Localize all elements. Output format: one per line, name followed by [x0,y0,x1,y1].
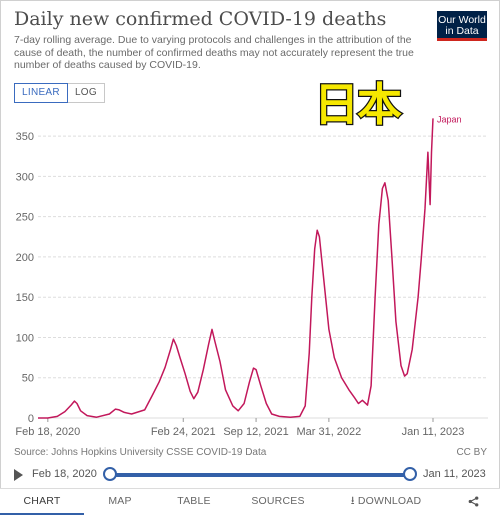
bottom-tabs: CHART MAP TABLE SOURCES ⭳ DOWNLOAD [0,488,500,515]
y-tick-label: 250 [16,212,34,224]
tab-download[interactable]: ⭳ DOWNLOAD [324,489,448,515]
chart-title: Daily new confirmed COVID-19 deaths [14,8,387,30]
x-tick-label: Feb 24, 2021 [151,426,216,438]
scale-toggle: LINEAR LOG [14,83,105,103]
series-label: Japan [437,114,462,124]
linear-scale-button[interactable]: LINEAR [14,83,68,103]
timeline-start-handle[interactable] [103,467,117,481]
owid-logo[interactable]: Our World in Data [437,11,487,41]
x-tick-label: Jan 11, 2023 [402,426,465,438]
play-icon[interactable] [14,469,23,481]
timeline-end-label: Jan 11, 2023 [423,468,486,480]
series-line-japan [38,118,434,419]
x-axis: Feb 18, 2020 Feb 24, 2021 Sep 12, 2021 Mar … [15,418,464,438]
y-tick-label: 100 [16,332,34,344]
log-scale-button[interactable]: LOG [67,83,105,103]
y-tick-label: 350 [16,131,34,143]
tab-chart[interactable]: CHART [0,489,84,515]
source-note[interactable]: Source: Johns Hopkins University CSSE CO… [14,447,267,458]
license-link[interactable]: CC BY [456,447,487,458]
logo-line-2: in Data [445,25,479,37]
y-tick-label: 300 [16,171,34,183]
logo-line-1: Our World [438,14,486,26]
tab-map[interactable]: MAP [108,495,132,507]
tab-download-label: DOWNLOAD [357,495,422,507]
tab-share[interactable] [448,489,498,515]
japan-kanji-overlay: 日本 [313,77,404,133]
tab-sources[interactable]: SOURCES [251,495,305,507]
timeline-track[interactable] [110,473,410,477]
chart-grid [38,135,488,419]
x-tick-label: Feb 18, 2020 [15,426,80,438]
y-tick-label: 200 [16,252,34,264]
share-icon [468,496,478,507]
x-tick-label: Mar 31, 2022 [296,426,361,438]
chart-series: Japan [38,114,462,419]
y-tick-label: 50 [22,373,34,385]
y-tick-label: 0 [28,413,34,425]
timeline-end-handle[interactable] [403,467,417,481]
download-icon: ⭳ [350,495,355,507]
tab-table[interactable]: TABLE [177,495,211,507]
y-tick-label: 150 [16,292,34,304]
timeline-start-label: Feb 18, 2020 [32,468,97,480]
timeline: Feb 18, 2020 Jan 11, 2023 [14,466,490,484]
x-tick-label: Sep 12, 2021 [223,426,288,438]
chart-subtitle: 7-day rolling average. Due to varying pr… [14,34,414,71]
line-chart: 0 50 100 150 200 250 300 350 Feb 18, 2020 Feb 24… [15,114,488,438]
y-axis: 0 50 100 150 200 250 300 350 [16,131,34,425]
